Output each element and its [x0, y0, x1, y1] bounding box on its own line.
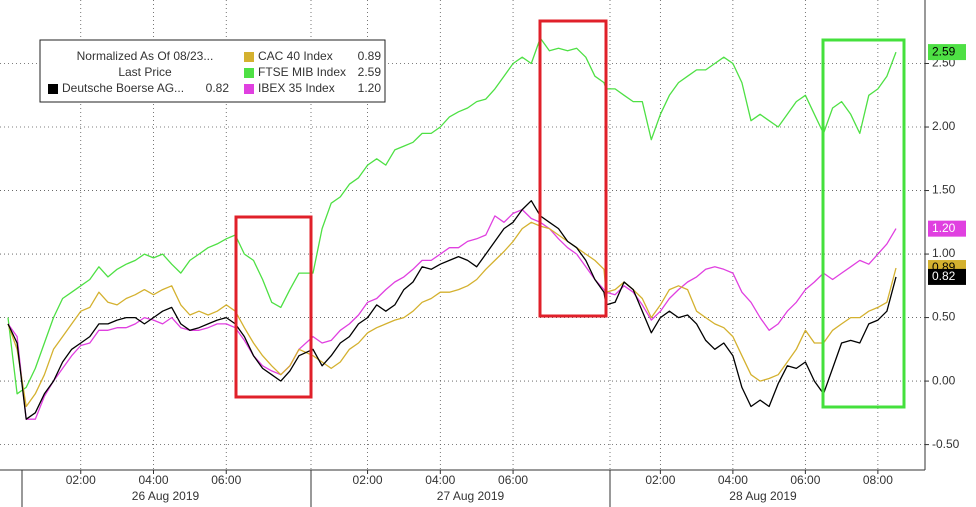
legend-value: 0.89 — [358, 49, 382, 63]
x-tick-label: 02:00 — [353, 473, 383, 487]
x-tick-label: 04:00 — [425, 473, 455, 487]
y-tick-label: 2.00 — [932, 119, 956, 133]
legend-label: CAC 40 Index — [258, 49, 333, 63]
legend-swatch — [244, 52, 254, 62]
day-label: 28 Aug 2019 — [729, 489, 797, 503]
day-label: 26 Aug 2019 — [132, 489, 200, 503]
last-value-label: 1.20 — [932, 221, 956, 235]
series-line — [7, 37, 897, 395]
legend-label: FTSE MIB Index — [258, 65, 346, 79]
legend-label: IBEX 35 Index — [258, 81, 335, 95]
y-tick-label: -0.50 — [932, 437, 960, 451]
series-line — [7, 221, 897, 408]
legend-subtitle: Last Price — [118, 65, 172, 79]
series-line — [7, 208, 897, 420]
legend: Normalized As Of 08/23... Last Price Deu… — [39, 39, 386, 103]
highlight-box — [821, 38, 906, 409]
y-tick-label: 0.50 — [932, 310, 956, 324]
lines — [7, 37, 897, 420]
x-tick-label: 02:00 — [645, 473, 675, 487]
legend-value: 2.59 — [358, 65, 382, 79]
last-value-label: 2.59 — [932, 44, 956, 58]
y-tick-label: 1.00 — [932, 246, 956, 260]
day-label: 27 Aug 2019 — [437, 489, 505, 503]
legend-box — [39, 39, 386, 103]
x-tick-label: 06:00 — [790, 473, 820, 487]
legend-swatch — [48, 84, 58, 94]
last-value-tags: 0.891.202.590.82 — [928, 44, 966, 285]
last-value-label: 0.82 — [932, 269, 956, 283]
series-line — [7, 200, 897, 420]
x-tick-label: 04:00 — [718, 473, 748, 487]
legend-value: 1.20 — [358, 81, 382, 95]
highlight-box — [234, 215, 313, 399]
x-tick-label: 04:00 — [138, 473, 168, 487]
y-tick-label: 0.00 — [932, 373, 956, 387]
x-tick-label: 02:00 — [66, 473, 96, 487]
x-tick-label: 08:00 — [863, 473, 893, 487]
legend-swatch — [244, 68, 254, 78]
last-value-tag — [928, 268, 966, 285]
x-tick-label: 06:00 — [498, 473, 528, 487]
legend-value: 0.82 — [206, 81, 230, 95]
y-tick-label: 1.50 — [932, 183, 956, 197]
last-value-tag — [928, 44, 966, 61]
legend-swatch — [244, 84, 254, 94]
legend-title: Normalized As Of 08/23... — [77, 49, 214, 63]
last-value-tag — [928, 220, 966, 237]
highlight-box — [538, 19, 608, 318]
x-tick-label: 06:00 — [211, 473, 241, 487]
legend-label: Deutsche Boerse AG... — [62, 81, 184, 95]
